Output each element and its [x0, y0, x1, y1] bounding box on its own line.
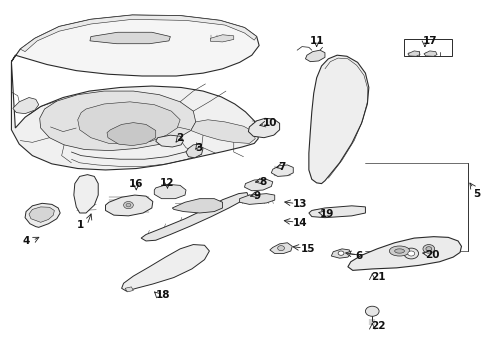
- Text: 20: 20: [424, 249, 439, 260]
- Polygon shape: [248, 118, 279, 138]
- Polygon shape: [330, 249, 350, 258]
- Polygon shape: [210, 35, 233, 42]
- Polygon shape: [154, 184, 185, 199]
- Text: 10: 10: [263, 118, 277, 128]
- Circle shape: [407, 251, 414, 256]
- Text: 18: 18: [156, 291, 170, 301]
- Text: 1: 1: [76, 220, 83, 230]
- Text: 17: 17: [422, 36, 436, 46]
- Polygon shape: [25, 203, 60, 227]
- Polygon shape: [172, 199, 222, 213]
- Polygon shape: [122, 244, 209, 291]
- Text: 12: 12: [160, 178, 174, 188]
- Polygon shape: [90, 32, 170, 44]
- Polygon shape: [269, 243, 292, 253]
- Circle shape: [277, 246, 284, 251]
- Polygon shape: [105, 195, 153, 216]
- Text: 4: 4: [22, 236, 30, 246]
- Text: 6: 6: [355, 251, 362, 261]
- Polygon shape: [141, 193, 248, 241]
- Polygon shape: [308, 206, 365, 218]
- Text: 16: 16: [129, 179, 143, 189]
- Polygon shape: [29, 207, 54, 222]
- Polygon shape: [347, 237, 461, 270]
- Text: 13: 13: [293, 199, 307, 210]
- Polygon shape: [13, 98, 39, 114]
- Polygon shape: [239, 194, 274, 204]
- Text: 3: 3: [195, 143, 203, 153]
- Text: 22: 22: [370, 321, 385, 331]
- Polygon shape: [11, 15, 259, 76]
- Circle shape: [126, 203, 131, 207]
- Polygon shape: [20, 15, 256, 51]
- Polygon shape: [305, 50, 325, 62]
- Text: 8: 8: [259, 177, 266, 187]
- Circle shape: [425, 247, 431, 251]
- Polygon shape: [125, 287, 133, 292]
- Ellipse shape: [388, 246, 409, 256]
- Polygon shape: [271, 165, 293, 176]
- Text: 21: 21: [370, 272, 385, 282]
- Polygon shape: [74, 175, 98, 213]
- Text: 11: 11: [309, 36, 323, 46]
- Polygon shape: [156, 135, 183, 147]
- Text: 2: 2: [176, 133, 183, 143]
- Polygon shape: [244, 179, 272, 191]
- Text: 14: 14: [293, 218, 307, 228]
- Ellipse shape: [394, 249, 404, 253]
- Polygon shape: [11, 62, 258, 170]
- Text: 5: 5: [473, 189, 480, 199]
- Text: 7: 7: [278, 162, 285, 172]
- Polygon shape: [78, 102, 180, 144]
- Polygon shape: [423, 51, 436, 56]
- Text: 15: 15: [300, 244, 314, 254]
- Circle shape: [422, 244, 434, 253]
- Polygon shape: [107, 123, 156, 145]
- Circle shape: [123, 202, 133, 209]
- Text: 19: 19: [320, 209, 334, 219]
- Polygon shape: [407, 51, 419, 56]
- Circle shape: [403, 248, 418, 259]
- Polygon shape: [185, 144, 203, 158]
- Polygon shape: [308, 55, 368, 184]
- Text: 9: 9: [253, 191, 260, 201]
- Circle shape: [337, 251, 343, 255]
- Polygon shape: [40, 91, 195, 150]
- Polygon shape: [190, 120, 255, 143]
- Circle shape: [365, 306, 378, 316]
